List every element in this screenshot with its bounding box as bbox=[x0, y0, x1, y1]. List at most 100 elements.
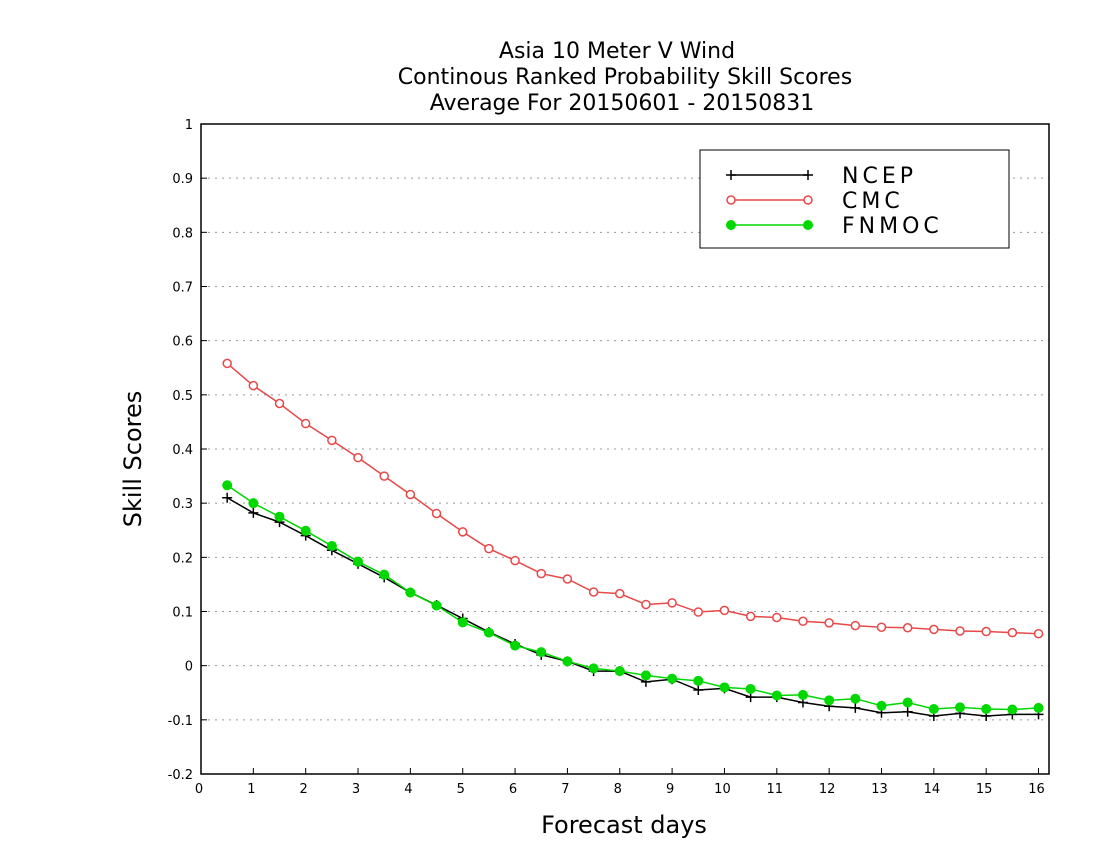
series-fnmoc bbox=[222, 480, 1044, 715]
legend-label: NCEP bbox=[842, 164, 917, 189]
plus-marker bbox=[222, 492, 233, 503]
open-circle-marker bbox=[379, 471, 389, 481]
open-circle-marker bbox=[719, 605, 730, 616]
open-circle-marker bbox=[693, 607, 704, 617]
filled-circle-marker bbox=[719, 682, 730, 693]
y-tick-label: -0.1 bbox=[168, 714, 193, 729]
filled-circle-marker bbox=[510, 640, 521, 651]
y-axis-label: Skill Scores bbox=[119, 391, 147, 528]
open-circle-marker bbox=[431, 508, 442, 519]
y-tick-label: 0.7 bbox=[172, 281, 193, 296]
x-tick-label: 5 bbox=[457, 782, 465, 797]
series-line-ncep bbox=[226, 497, 1039, 717]
open-circle-marker bbox=[510, 555, 520, 566]
open-circle-marker bbox=[726, 195, 736, 205]
y-tick-label: 0.1 bbox=[172, 606, 193, 621]
open-circle-marker bbox=[772, 612, 782, 623]
filled-circle-marker bbox=[981, 704, 992, 714]
open-circle-marker bbox=[615, 588, 625, 599]
filled-circle-marker bbox=[850, 693, 861, 704]
plus-marker bbox=[693, 685, 704, 696]
filled-circle-marker bbox=[379, 569, 390, 580]
legend-item-cmc: CMC bbox=[726, 189, 900, 214]
filled-circle-marker bbox=[667, 673, 678, 684]
x-tick-label: 9 bbox=[666, 782, 674, 797]
filled-circle-marker bbox=[353, 556, 364, 567]
series-cmc bbox=[222, 358, 1044, 639]
filled-circle-marker bbox=[824, 695, 835, 706]
filled-circle-marker bbox=[955, 702, 966, 713]
y-axis-ticks: -0.2 -0.1 0 0.1 0.2 0.3 0.4 0.5 0.6 0.7 0.8 0.9 1 bbox=[168, 118, 207, 783]
filled-circle-marker bbox=[771, 690, 782, 701]
open-circle-marker bbox=[955, 626, 965, 636]
legend-box bbox=[699, 149, 1010, 249]
open-circle-marker bbox=[274, 398, 285, 409]
open-circle-marker bbox=[1007, 627, 1018, 638]
x-tick-label: 12 bbox=[819, 782, 836, 797]
gridlines bbox=[201, 177, 1049, 721]
open-circle-marker bbox=[745, 611, 756, 622]
filled-circle-marker bbox=[405, 587, 416, 598]
x-tick-label: 16 bbox=[1028, 782, 1045, 797]
open-circle-marker bbox=[562, 574, 573, 584]
open-circle-marker bbox=[248, 380, 259, 391]
open-circle-marker bbox=[641, 599, 651, 610]
filled-circle-marker bbox=[222, 480, 233, 491]
y-tick-label: 0 bbox=[185, 660, 193, 675]
open-circle-marker bbox=[457, 527, 468, 537]
open-circle-marker bbox=[876, 622, 887, 632]
x-tick-label: 13 bbox=[871, 782, 888, 797]
title-line-2: Continous Ranked Probability Skill Score… bbox=[398, 65, 852, 90]
legend-item-ncep: NCEP bbox=[726, 164, 917, 189]
plot-frame bbox=[200, 123, 1050, 775]
title-line-1: Asia 10 Meter V Wind bbox=[499, 39, 735, 64]
filled-circle-marker bbox=[457, 617, 468, 628]
plus-marker bbox=[726, 170, 736, 180]
filled-circle-marker bbox=[431, 600, 442, 611]
y-tick-label: -0.2 bbox=[168, 768, 193, 783]
filled-circle-marker bbox=[588, 663, 599, 674]
series-line-cmc bbox=[226, 362, 1039, 635]
x-tick-label: 11 bbox=[767, 782, 784, 797]
x-tick-label: 0 bbox=[195, 782, 203, 797]
x-tick-label: 2 bbox=[300, 782, 308, 797]
x-tick-label: 15 bbox=[976, 782, 993, 797]
open-circle-marker bbox=[902, 623, 913, 633]
x-tick-label: 4 bbox=[404, 782, 412, 797]
filled-circle-marker bbox=[536, 647, 547, 658]
open-circle-marker bbox=[798, 616, 808, 626]
filled-circle-marker bbox=[300, 525, 311, 536]
y-tick-label: 0.3 bbox=[172, 497, 193, 512]
x-axis-label: Forecast days bbox=[541, 811, 707, 839]
filled-circle-marker bbox=[797, 689, 808, 700]
x-tick-label: 7 bbox=[561, 782, 569, 797]
open-circle-marker bbox=[222, 358, 232, 369]
filled-circle-marker bbox=[745, 683, 756, 694]
filled-circle-marker bbox=[1033, 702, 1044, 713]
y-tick-label: 0.9 bbox=[172, 172, 193, 187]
x-tick-label: 14 bbox=[924, 782, 941, 797]
open-circle-marker bbox=[667, 598, 677, 608]
filled-circle-marker bbox=[483, 627, 494, 638]
filled-circle-marker bbox=[928, 704, 939, 714]
filled-circle-marker bbox=[562, 656, 573, 667]
y-tick-label: 0.2 bbox=[172, 551, 193, 566]
open-circle-marker bbox=[300, 418, 311, 429]
filled-circle-marker bbox=[1007, 704, 1018, 715]
x-tick-label: 6 bbox=[509, 782, 517, 797]
plot-series bbox=[222, 358, 1044, 722]
y-tick-label: 0.5 bbox=[172, 389, 193, 404]
open-circle-marker bbox=[803, 195, 813, 205]
series-ncep bbox=[222, 492, 1044, 722]
y-tick-label: 0.4 bbox=[172, 443, 193, 458]
open-circle-marker bbox=[327, 435, 337, 446]
filled-circle-marker bbox=[726, 220, 736, 230]
open-circle-marker bbox=[484, 543, 494, 554]
y-tick-label: 1 bbox=[185, 118, 193, 133]
filled-circle-marker bbox=[902, 697, 913, 708]
plus-marker bbox=[850, 702, 861, 713]
x-tick-label: 10 bbox=[714, 782, 731, 797]
filled-circle-marker bbox=[693, 675, 704, 686]
